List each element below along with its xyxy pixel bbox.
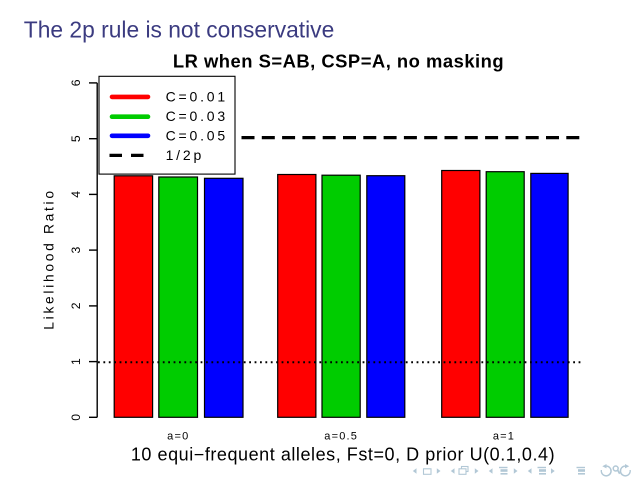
svg-text:1: 1 xyxy=(69,358,83,365)
svg-text:0: 0 xyxy=(69,414,83,421)
svg-text:Likelihood Ratio: Likelihood Ratio xyxy=(42,188,57,329)
svg-text:a=1: a=1 xyxy=(493,431,515,443)
svg-text:10 equi−frequent alleles, Fst=: 10 equi−frequent alleles, Fst=0, D prior… xyxy=(131,445,555,465)
svg-text:3: 3 xyxy=(69,246,83,253)
svg-text:C=0.03: C=0.03 xyxy=(166,108,228,124)
svg-text:4: 4 xyxy=(69,191,83,198)
svg-text:2: 2 xyxy=(69,302,83,309)
svg-text:The 2p rule is not conservativ: The 2p rule is not conservative xyxy=(24,16,334,42)
svg-text:a=0.5: a=0.5 xyxy=(324,431,358,443)
svg-text:LR when S=AB, CSP=A, no maskin: LR when S=AB, CSP=A, no masking xyxy=(173,51,504,72)
svg-text:1/2p: 1/2p xyxy=(166,147,204,163)
svg-text:C=0.01: C=0.01 xyxy=(166,88,228,104)
svg-text:6: 6 xyxy=(69,79,83,86)
svg-text:a=0: a=0 xyxy=(167,431,189,443)
svg-text:C=0.05: C=0.05 xyxy=(166,127,228,143)
svg-text:5: 5 xyxy=(69,135,83,142)
